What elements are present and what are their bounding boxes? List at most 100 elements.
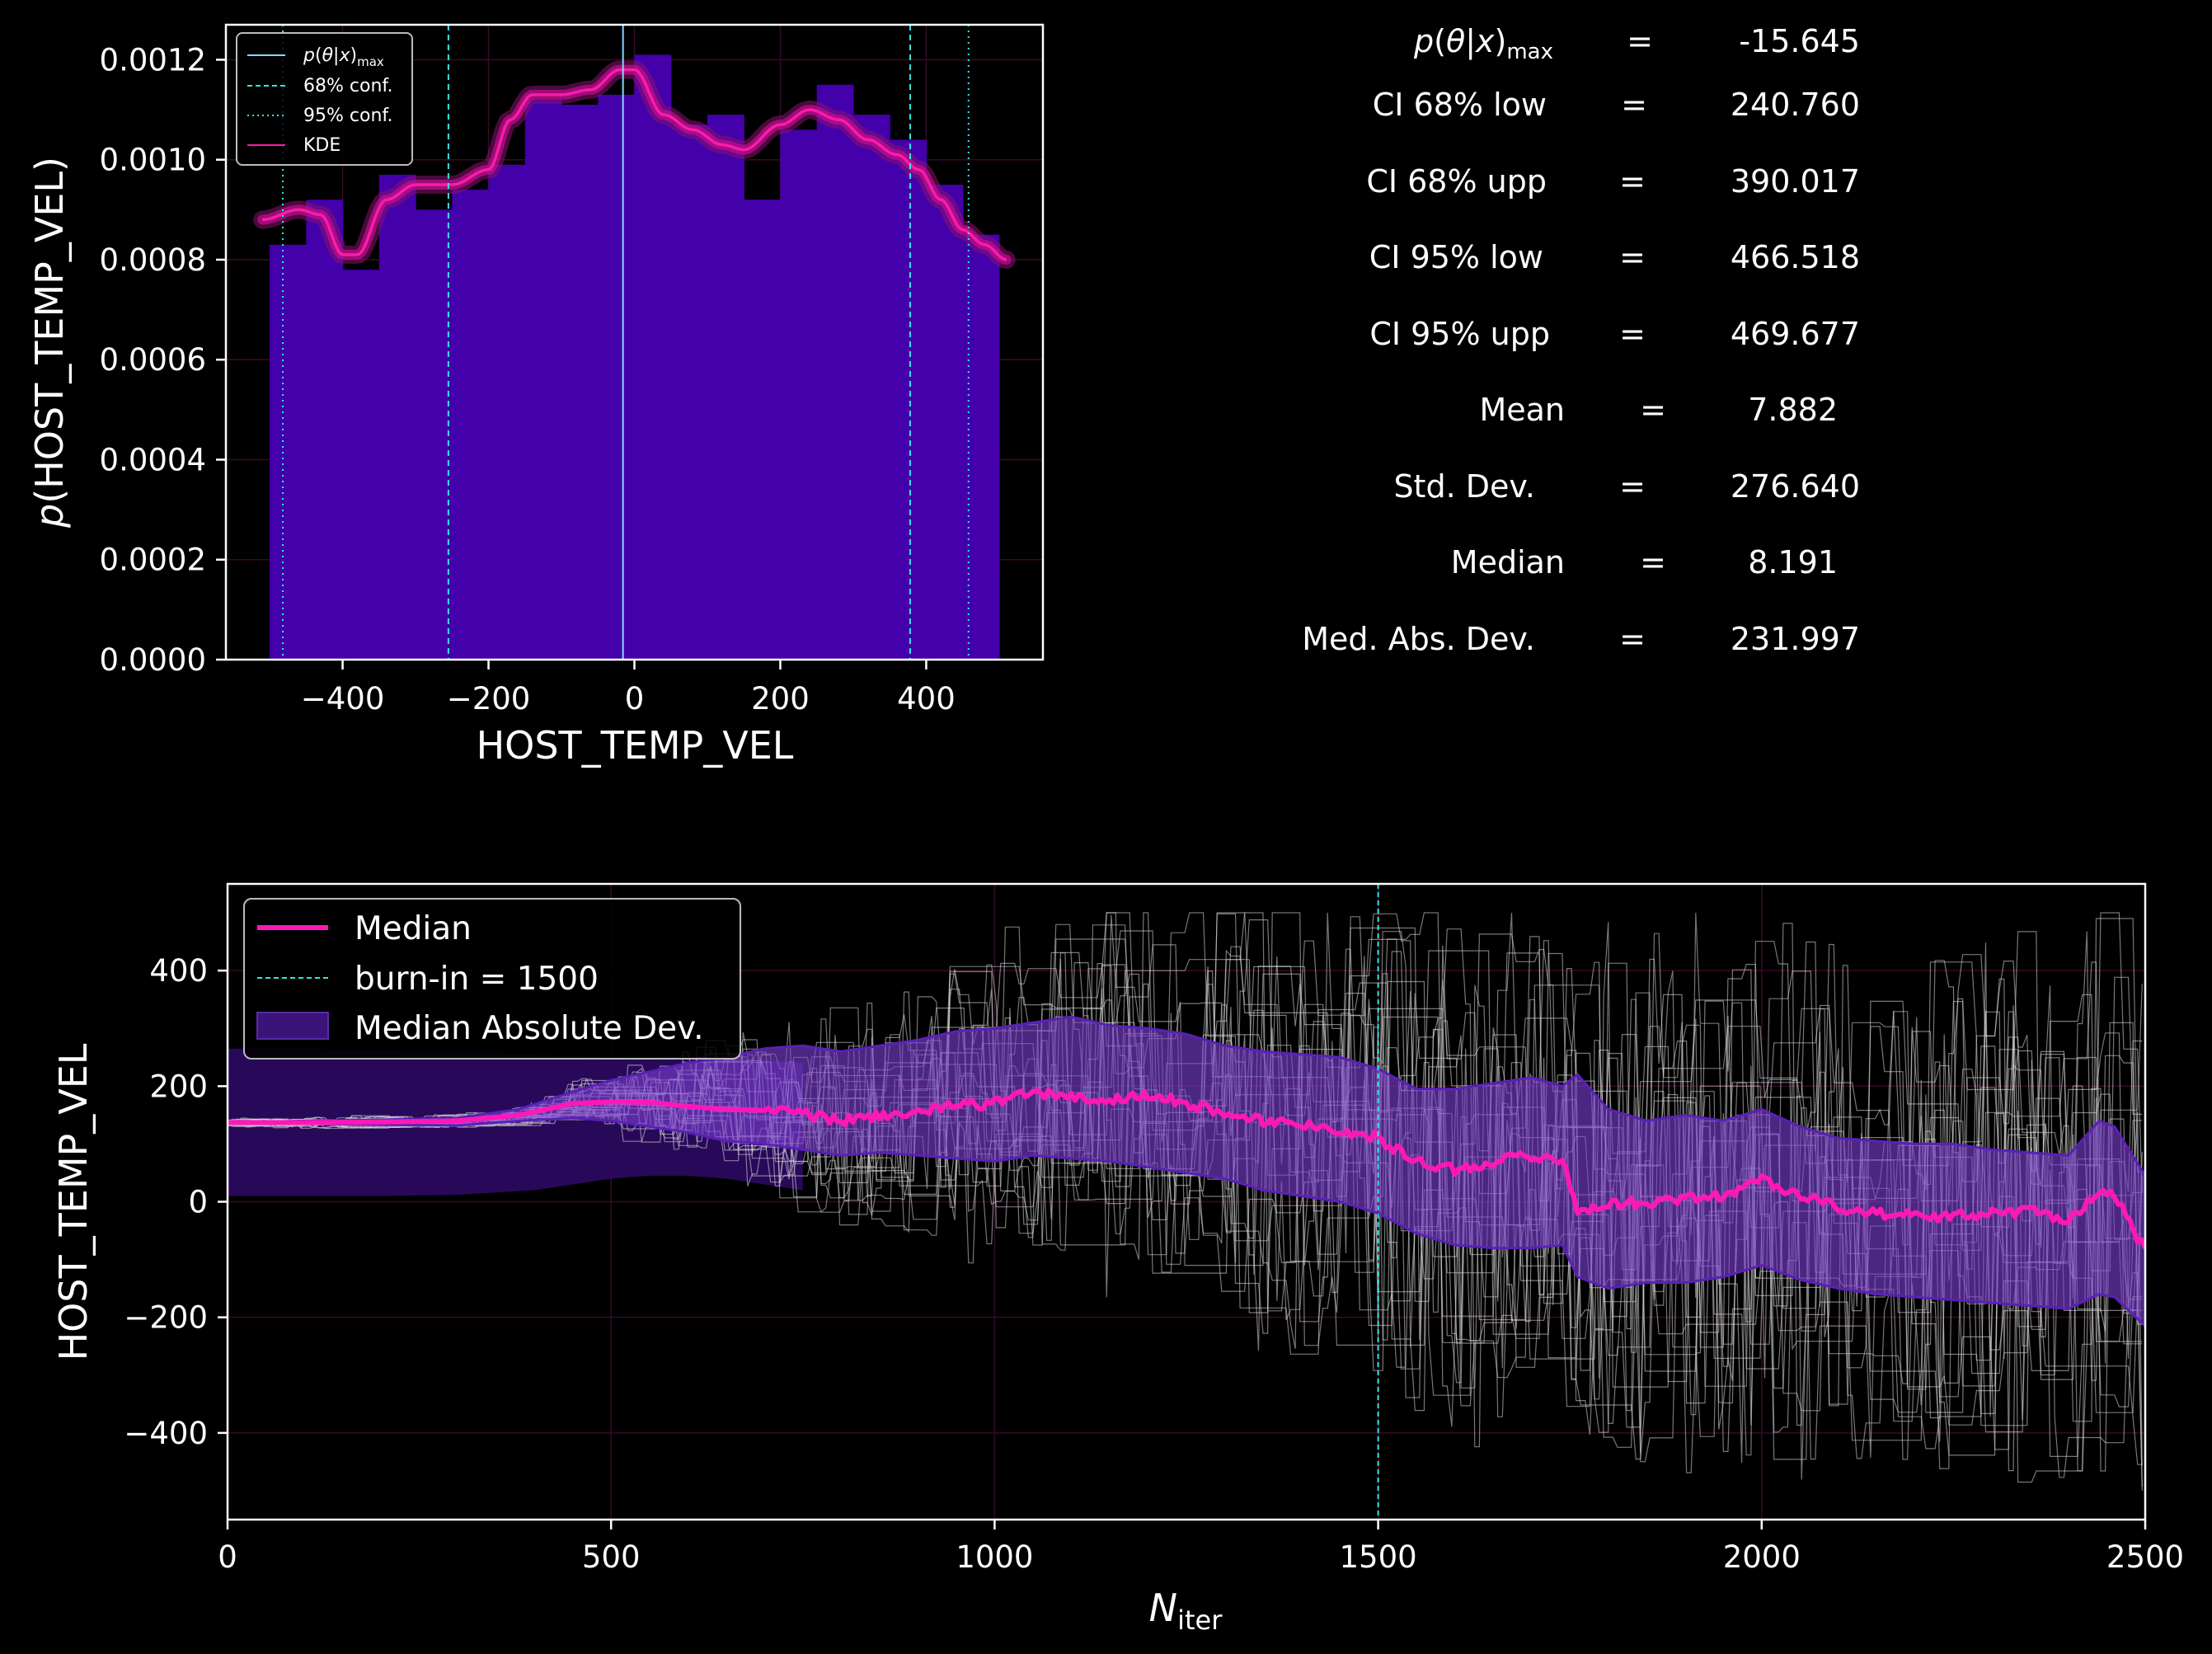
stat-label: CI 95% upp [1369,316,1550,352]
hist-bar [488,164,526,660]
hist-bars [270,54,1000,660]
hist-y-tick-label: 0.0012 [100,42,206,78]
legend-conf68-label: 68% conf. [303,76,393,96]
stat-value: 231.997 [1731,621,1860,657]
trace-y-axis-label: HOST_TEMP_VEL [51,1043,96,1360]
hist-bar [890,139,928,660]
hist-x-tick-label: 200 [751,681,810,717]
hist-bar [378,174,416,660]
stat-value: 240.760 [1731,87,1860,123]
hist-bar [744,200,782,660]
hist-bar [926,185,964,660]
trace-x-tick-label: 2500 [2106,1539,2184,1575]
legend-burnin-label: burn-in = 1500 [355,961,599,998]
stat-eq: = [1619,621,1646,657]
median-absolute-dev-band [228,1015,2145,1328]
hist-y-axis-label: p(HOST_TEMP_VEL) [27,157,72,529]
trace-y-tick-label: 0 [188,1185,208,1220]
legend-conf95-label: 95% conf. [303,106,393,126]
stat-eq: = [1619,239,1646,275]
stat-label: Mean [1479,392,1565,428]
trace-y-tick-label: 200 [149,1069,208,1104]
legend-median-label: Median [355,910,472,947]
confidence-lines [282,25,970,660]
hist-x-tick-label: −400 [301,681,385,717]
trace-y-tick-label: −200 [124,1300,208,1336]
trace-y-tick-label: 400 [149,953,208,989]
hist-bar [707,115,744,660]
stat-value: 7.882 [1748,392,1838,428]
legend-map-label: p(θ|x)max [303,45,384,69]
hist-x-tick-label: 0 [625,681,645,717]
hist-bar [524,99,562,660]
trace-panel: 0 500 1000 1500 2000 2500 −400 −200 0 200 400 Nit… [51,882,2184,1636]
stat-value: 469.677 [1731,316,1860,352]
hist-bar [816,84,854,660]
hist-x-ticks: −400 −200 0 200 400 [301,660,956,717]
stat-eq: = [1621,87,1647,123]
hist-y-tick-label: 0.0010 [100,143,206,178]
hist-bar [670,125,708,660]
stats-rows: CI 68% low = 240.760 CI 68% upp = 390.017 CI 9… [1302,87,1860,657]
stat-label: CI 68% upp [1366,163,1547,200]
stat-eq: = [1619,163,1646,200]
hist-x-tick-label: 400 [897,681,956,717]
stat-eq: = [1619,316,1646,352]
stat-label: Std. Dev. [1393,468,1535,505]
stat-value: 390.017 [1731,163,1860,200]
trace-x-tick-label: 1500 [1340,1539,1417,1575]
hist-bar [561,105,599,660]
summary-statistics: p(θ|x)max = -15.645 CI 68% low = 240.760CI… [1302,23,1860,657]
trace-y-ticks: −400 −200 0 200 400 [124,953,228,1451]
stat-label: Med. Abs. Dev. [1302,621,1535,657]
legend-kde-label: KDE [303,135,340,156]
median-line [228,1088,2145,1250]
hist-bar [852,115,890,660]
posterior-histogram-panel: −400 −200 0 200 400 0.0000 0.0002 0.0004 0.0006… [27,23,1045,768]
hist-y-tick-label: 0.0008 [100,242,206,278]
hist-y-ticks: 0.0000 0.0002 0.0004 0.0006 0.0008 0.0010 0.00… [100,42,226,678]
trace-x-axis-label: Niter [1149,1586,1223,1636]
stat-value: 466.518 [1731,239,1860,275]
stat-value: 276.640 [1731,468,1860,505]
median-trace [228,1088,2145,1250]
hist-y-tick-label: 0.0002 [100,543,206,578]
hist-bar [270,244,307,660]
trace-y-tick-label: −400 [124,1416,208,1451]
stat-label: CI 68% low [1373,87,1547,123]
stat-value-map: -15.645 [1739,23,1860,59]
hist-bar [634,54,672,660]
trace-x-tick-label: 0 [218,1539,237,1575]
stat-label: Median [1451,544,1565,580]
hist-x-tick-label: −200 [447,681,531,717]
hist-x-axis-label: HOST_TEMP_VEL [477,723,794,768]
stat-eq: = [1619,468,1646,505]
trace-x-ticks: 0 500 1000 1500 2000 2500 [218,1520,2184,1575]
stat-label: CI 95% low [1369,239,1543,275]
kde-curve [253,60,1016,269]
trace-legend-frame [243,898,741,1060]
hist-legend: p(θ|x)max 68% conf. 95% conf. KDE [236,32,413,166]
trace-x-tick-label: 1000 [956,1539,1033,1575]
stat-eq: = [1640,544,1666,580]
stat-value: 8.191 [1748,544,1838,580]
trace-x-tick-label: 2000 [1723,1539,1801,1575]
hist-bar [598,94,636,660]
legend-mad-swatch [256,1012,329,1040]
trace-legend: Median burn-in = 1500 Median Absolute De… [243,898,741,1060]
trace-x-tick-label: 500 [582,1539,641,1575]
kde-line [262,68,1007,261]
mad-band [228,1015,2145,1328]
hist-bar [452,190,490,660]
hist-bar [342,270,380,660]
hist-bar [306,200,344,660]
hist-legend-frame [236,32,413,166]
stat-eq: = [1640,392,1666,428]
hist-y-tick-label: 0.0006 [100,342,206,378]
stat-eq-map: = [1627,23,1653,59]
legend-mad-label: Median Absolute Dev. [355,1010,704,1047]
hist-y-tick-label: 0.0004 [100,442,206,477]
hist-y-tick-label: 0.0000 [100,642,206,678]
hist-bar [416,209,453,660]
